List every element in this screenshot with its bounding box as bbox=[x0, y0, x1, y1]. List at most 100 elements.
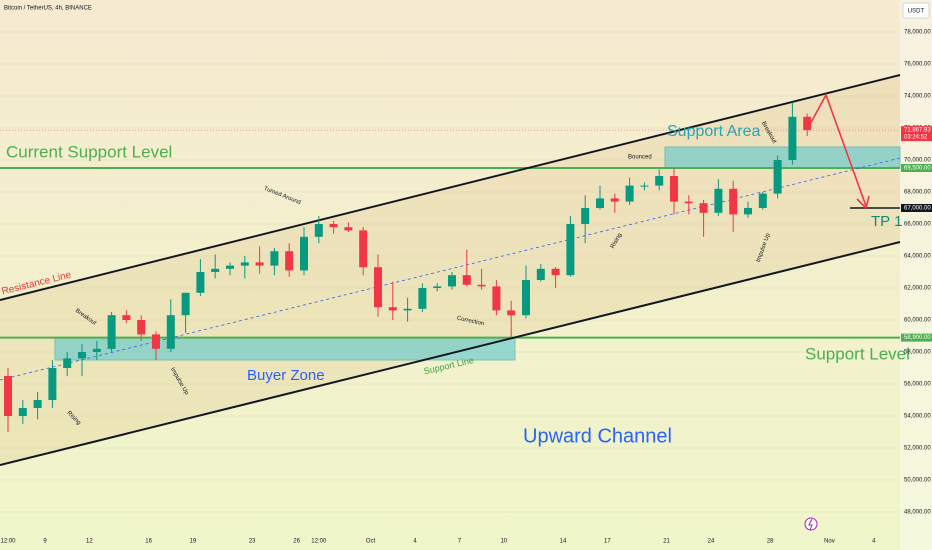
candle-body bbox=[270, 251, 279, 266]
candle-body bbox=[522, 280, 530, 316]
annotation: Support Area bbox=[667, 123, 761, 140]
candle-body bbox=[714, 188, 723, 213]
currency: USDT bbox=[908, 9, 925, 15]
annotation: Upward Channel bbox=[523, 425, 672, 447]
candle-body bbox=[196, 272, 205, 293]
candle-body bbox=[359, 230, 368, 268]
price-tag bbox=[901, 126, 932, 142]
y-tick-label: 70,000.00 bbox=[904, 158, 931, 164]
candle-body bbox=[107, 315, 116, 349]
x-tick-label: 14 bbox=[560, 539, 567, 545]
candle-body bbox=[788, 116, 797, 160]
candle-body bbox=[551, 268, 560, 276]
annotation: Buyer Zone bbox=[247, 367, 325, 384]
annotation: Support Level bbox=[805, 344, 910, 363]
x-tick-label: 4 bbox=[872, 539, 876, 545]
candle-body bbox=[329, 224, 338, 228]
candle-body bbox=[403, 308, 412, 311]
x-tick-label: 7 bbox=[458, 539, 462, 545]
annotation: Correction bbox=[456, 316, 484, 328]
candle-body bbox=[566, 224, 575, 276]
candle-body bbox=[137, 320, 146, 335]
x-tick-label: 21 bbox=[663, 539, 670, 545]
candle-body bbox=[418, 288, 427, 309]
y-tick-label: 64,000.00 bbox=[904, 254, 931, 260]
x-tick-label: 24 bbox=[708, 539, 715, 545]
candle-body bbox=[48, 368, 57, 400]
candle-body bbox=[581, 208, 590, 224]
candle-body bbox=[78, 352, 86, 359]
y-tick-label: 48,000.00 bbox=[904, 510, 931, 516]
x-tick-label: 16 bbox=[145, 539, 152, 545]
candle-body bbox=[374, 267, 382, 308]
candle-body bbox=[211, 268, 220, 272]
candle-body bbox=[240, 262, 249, 266]
candle-body bbox=[388, 307, 397, 311]
candle-body bbox=[63, 358, 72, 368]
y-tick-label: 76,000.00 bbox=[904, 62, 931, 68]
candle-body bbox=[758, 193, 767, 208]
y-tick-label: 58,000.00 bbox=[904, 350, 931, 356]
y-tick-label: 62,000.00 bbox=[904, 286, 931, 292]
buyer-zone bbox=[54, 337, 516, 361]
candle-body bbox=[596, 198, 604, 208]
candle-body bbox=[92, 348, 101, 352]
alert-glyph bbox=[808, 518, 813, 531]
candle-body bbox=[640, 185, 649, 187]
annotation: Bounced bbox=[628, 155, 652, 161]
y-tick-label: 54,000.00 bbox=[904, 414, 931, 420]
candle-body bbox=[507, 310, 516, 316]
price-tag-label: 58,900.00 bbox=[904, 335, 931, 341]
currency-button[interactable] bbox=[902, 2, 930, 19]
x-tick-label: 28 bbox=[767, 539, 774, 545]
y-tick-label: 50,000.00 bbox=[904, 478, 931, 484]
candle-body bbox=[448, 275, 456, 287]
x-tick-label: 19 bbox=[190, 539, 197, 545]
candle-body bbox=[433, 286, 442, 288]
candle-body bbox=[166, 315, 175, 349]
candle-body bbox=[744, 208, 752, 215]
candle-body bbox=[18, 408, 27, 416]
candle-body bbox=[729, 188, 738, 215]
annotation: Current Support Level bbox=[6, 142, 172, 161]
x-tick-label: Oct bbox=[366, 539, 376, 545]
price-tag-label: 67,000.00 bbox=[904, 206, 931, 212]
y-tick-label: 74,000.00 bbox=[904, 94, 931, 100]
x-tick-label: 10 bbox=[500, 539, 507, 545]
x-tick-label: 17 bbox=[604, 539, 611, 545]
candle-body bbox=[300, 236, 308, 271]
y-tick-label: 52,000.00 bbox=[904, 446, 931, 452]
y-tick-label: 68,000.00 bbox=[904, 190, 931, 196]
candle-body bbox=[803, 116, 812, 131]
candle-body bbox=[462, 275, 471, 285]
candle-body bbox=[536, 268, 545, 280]
price-axis bbox=[900, 0, 932, 550]
price-tag bbox=[901, 333, 932, 342]
y-tick-label: 56,000.00 bbox=[904, 382, 931, 388]
candle-body bbox=[314, 224, 323, 237]
x-tick-label: 23 bbox=[249, 539, 256, 545]
candle-body bbox=[655, 176, 664, 186]
candle-body bbox=[344, 227, 353, 231]
candle-body bbox=[477, 284, 486, 287]
candle-body bbox=[33, 400, 42, 408]
candle-body bbox=[699, 203, 708, 213]
countdown: 03:24:52 bbox=[904, 135, 928, 141]
y-tick-label: 78,000.00 bbox=[904, 30, 931, 36]
x-tick-label: 12:00 bbox=[311, 539, 327, 545]
x-tick-label: 26 bbox=[293, 539, 300, 545]
candle-body bbox=[285, 251, 294, 271]
x-tick-label: 4 bbox=[413, 539, 417, 545]
candle-body bbox=[226, 265, 234, 269]
chart-title: Bitcoin / TetherUS, 4h, BINANCE bbox=[4, 6, 92, 12]
alert-icon[interactable] bbox=[804, 517, 818, 531]
price-tag bbox=[901, 164, 932, 172]
x-tick-label: 12:00 bbox=[0, 539, 16, 545]
support-area bbox=[664, 146, 901, 169]
candle-body bbox=[122, 315, 131, 320]
candle-body bbox=[670, 176, 678, 202]
y-tick-label: 60,000.00 bbox=[904, 318, 931, 324]
candle-body bbox=[625, 185, 634, 202]
